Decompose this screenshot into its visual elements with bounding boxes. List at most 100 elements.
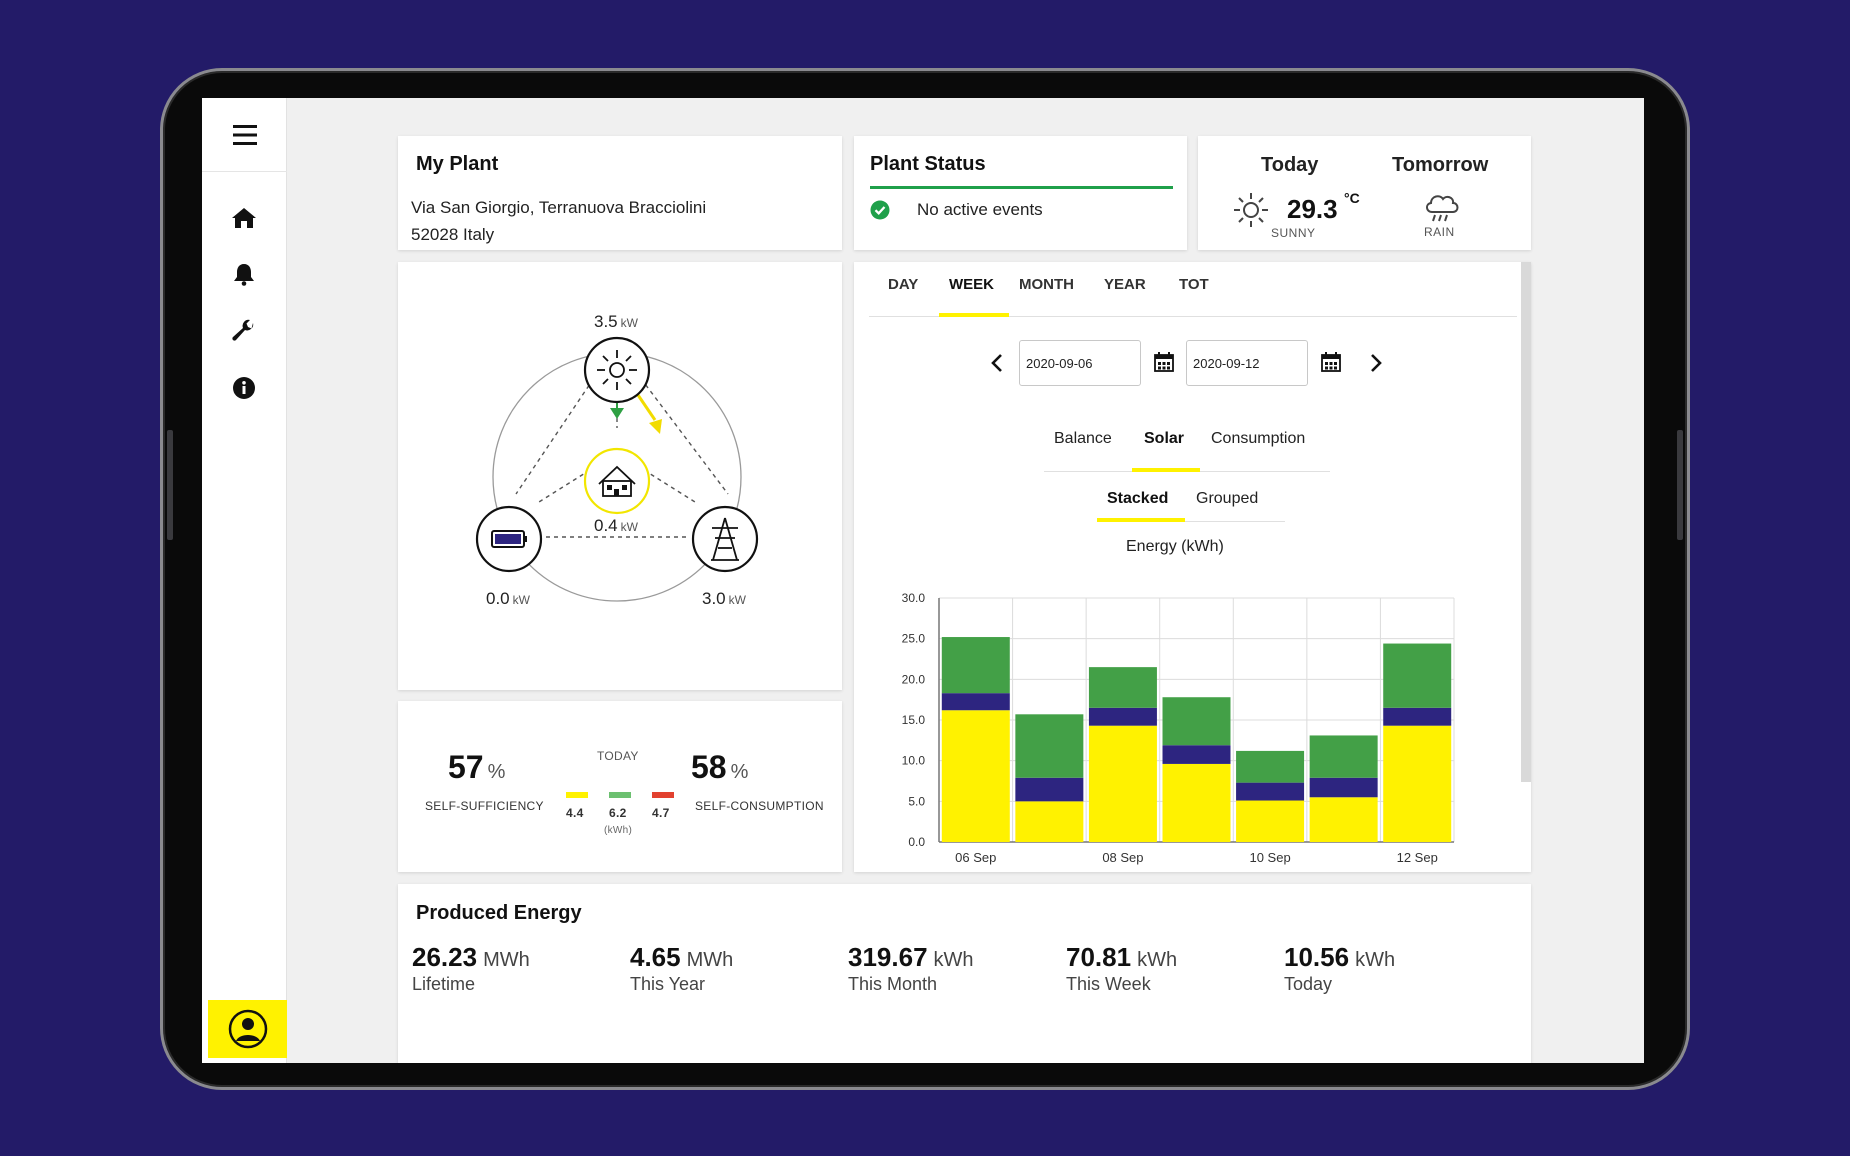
bar-segment <box>941 637 1010 694</box>
bar-segment <box>1309 797 1378 842</box>
bar-segment <box>1015 777 1084 802</box>
calendar-icon[interactable] <box>1153 351 1175 373</box>
menu-button[interactable] <box>202 98 287 172</box>
sun-icon <box>1234 193 1268 227</box>
plant-status-card: Plant Status No active events <box>854 136 1187 250</box>
bar-segment <box>1088 667 1157 708</box>
solar-node[interactable] <box>583 336 651 404</box>
weather-today-label: Today <box>1261 154 1319 176</box>
battery-node[interactable] <box>475 505 543 573</box>
plant-status-title: Plant Status <box>870 153 986 175</box>
bar-segment <box>1162 745 1231 764</box>
battery-power-value: 0.0 <box>486 589 510 608</box>
battery-power-unit: kW <box>512 593 530 607</box>
tab-stacked[interactable]: Stacked <box>1107 490 1169 507</box>
tab-day[interactable]: DAY <box>888 276 919 293</box>
week-energy-readout: 70.81 kWh <box>1066 942 1177 973</box>
month-energy-label: This Month <box>848 974 938 994</box>
y-tick-label: 20.0 <box>902 672 926 686</box>
tab-solar-active-indicator <box>1132 468 1200 472</box>
tab-week-active-indicator <box>939 313 1009 317</box>
bar-segment <box>1015 714 1084 778</box>
x-tick-label: 10 Sep <box>1249 850 1290 865</box>
tab-tot[interactable]: TOT <box>1179 276 1209 293</box>
tab-solar[interactable]: Solar <box>1144 430 1185 447</box>
home-power-value: 0.4 <box>594 516 618 535</box>
solar-power-value: 3.5 <box>594 312 618 331</box>
week-energy-unit: kWh <box>1137 949 1178 971</box>
home-node[interactable] <box>583 447 651 515</box>
prev-period-chevron-icon[interactable] <box>990 353 1004 373</box>
bar-segment <box>1015 801 1084 842</box>
user-profile-button[interactable] <box>208 1000 287 1058</box>
self-sufficiency-readout: 57% <box>448 749 505 786</box>
bar-segment <box>1088 725 1157 842</box>
battery-power-readout: 0.0 kW <box>486 589 530 609</box>
calendar-icon[interactable] <box>1320 351 1342 373</box>
bar-segment <box>1088 707 1157 726</box>
sidebar-item-home[interactable] <box>224 198 264 238</box>
x-tick-label: 08 Sep <box>1102 850 1143 865</box>
x-tick-label: 12 Sep <box>1397 850 1438 865</box>
weather-card: Today 29.3 °C SUNNY Tomorrow RAIN <box>1198 136 1531 250</box>
bar-segment <box>1162 763 1231 842</box>
scrollbar-thumb[interactable] <box>1521 262 1531 782</box>
weather-tomorrow-condition: RAIN <box>1424 225 1455 239</box>
tab-grouped[interactable]: Grouped <box>1196 490 1259 507</box>
y-tick-label: 10.0 <box>902 754 926 768</box>
lifetime-energy-unit: MWh <box>483 949 530 971</box>
user-avatar-icon <box>228 1009 267 1049</box>
date-from-field[interactable]: 2020-09-06 <box>1019 340 1141 386</box>
sidebar-item-tools[interactable] <box>224 311 264 351</box>
tab-month[interactable]: MONTH <box>1019 276 1074 293</box>
lifetime-energy-value: 26.23 <box>412 942 478 972</box>
grid-power-value: 3.0 <box>702 589 726 608</box>
home-icon <box>232 208 256 228</box>
legend-value-red: 4.7 <box>652 806 670 820</box>
tabs-divider <box>869 316 1517 317</box>
weather-temp-unit: °C <box>1344 190 1360 206</box>
tablet-side-button <box>1677 430 1683 540</box>
x-tick-label: 06 Sep <box>955 850 996 865</box>
lifetime-energy-label: Lifetime <box>412 974 476 994</box>
plant-address-line1: Via San Giorgio, Terranuova Bracciolini <box>411 198 707 217</box>
grid-node[interactable] <box>691 505 759 573</box>
date-to-field[interactable]: 2020-09-12 <box>1186 340 1308 386</box>
home-power-unit: kW <box>620 520 638 534</box>
bar-segment <box>1162 697 1231 746</box>
self-sufficiency-label: SELF-SUFFICIENCY <box>425 799 544 813</box>
next-period-chevron-icon[interactable] <box>1369 353 1383 373</box>
today-energy-value: 10.56 <box>1284 942 1350 972</box>
self-consumption-unit: % <box>730 761 749 783</box>
y-tick-label: 5.0 <box>908 794 925 808</box>
bell-icon <box>234 264 254 286</box>
tab-year[interactable]: YEAR <box>1104 276 1146 293</box>
check-circle-icon <box>870 200 890 220</box>
bar-segment <box>941 693 1010 711</box>
chart-title: Energy (kWh) <box>1126 538 1224 555</box>
y-tick-label: 15.0 <box>902 713 926 727</box>
tab-consumption[interactable]: Consumption <box>1211 430 1306 447</box>
status-message: No active events <box>917 200 1043 219</box>
legend-value-green: 6.2 <box>609 806 627 820</box>
month-energy-unit: kWh <box>933 949 974 971</box>
self-sufficiency-unit: % <box>487 761 506 783</box>
grid-power-readout: 3.0 kW <box>702 589 746 609</box>
today-energy-unit: kWh <box>1355 949 1396 971</box>
solar-power-unit: kW <box>620 316 638 330</box>
layout-tabs-divider <box>1097 521 1285 522</box>
solar-power-readout: 3.5 kW <box>594 312 638 332</box>
sidebar-item-info[interactable] <box>224 368 264 408</box>
home-power-readout: 0.4 kW <box>594 516 638 536</box>
tab-balance[interactable]: Balance <box>1054 430 1112 447</box>
sidebar-item-notifications[interactable] <box>224 254 264 294</box>
week-energy-value: 70.81 <box>1066 942 1132 972</box>
grid-power-unit: kW <box>728 593 746 607</box>
bar-segment <box>1236 800 1305 842</box>
energy-flow-diagram <box>475 336 759 602</box>
bar-segment <box>1309 735 1378 778</box>
app-screen: My Plant Via San Giorgio, Terranuova Bra… <box>202 98 1644 1063</box>
tab-week[interactable]: WEEK <box>949 276 994 293</box>
year-energy-unit: MWh <box>686 949 734 971</box>
info-icon <box>233 377 255 399</box>
